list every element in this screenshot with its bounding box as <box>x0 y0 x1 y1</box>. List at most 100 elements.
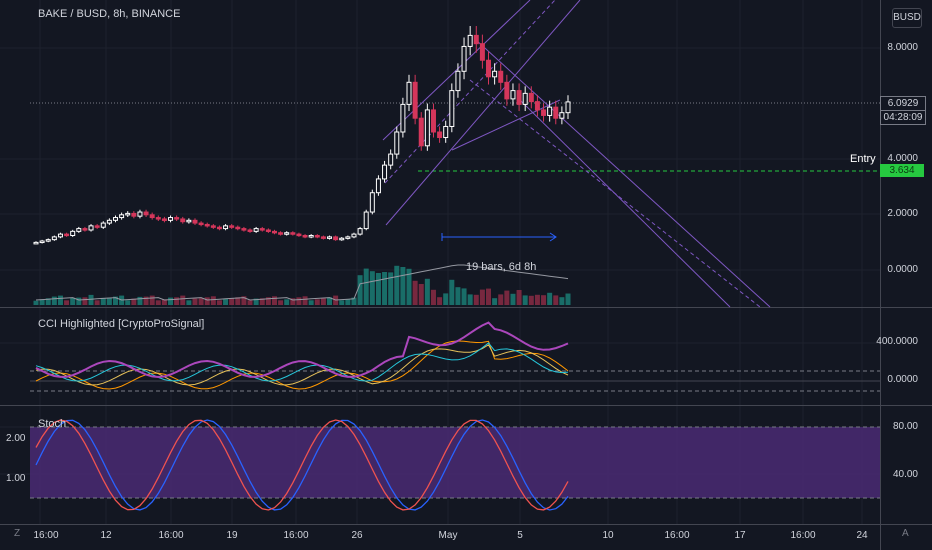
time-tick: 12 <box>100 530 112 541</box>
volume-bar <box>180 295 186 305</box>
time-tick: 5 <box>517 530 523 541</box>
cci-series <box>35 321 569 390</box>
auto-scale-button[interactable]: A <box>902 528 909 539</box>
candle-body <box>204 223 210 227</box>
volume-bar <box>94 300 100 305</box>
volume-bar <box>192 298 198 305</box>
volume-bar <box>284 299 290 305</box>
volume-bar <box>559 297 565 305</box>
candle-body <box>437 131 443 139</box>
volume-bar <box>516 290 522 305</box>
currency-button[interactable]: BUSD <box>892 8 922 28</box>
volume-bar <box>430 289 436 305</box>
cci-indicator-label[interactable]: CCI Highlighted [CryptoProSignal] <box>38 318 205 330</box>
candlestick-series <box>33 26 571 245</box>
candle-body <box>473 34 479 45</box>
price-tick: 0.0000 <box>887 264 918 275</box>
volume-bar <box>473 294 479 305</box>
zoom-button[interactable]: Z <box>14 528 21 539</box>
candle-body <box>64 233 70 237</box>
candle-body <box>192 219 198 224</box>
volume-bar <box>302 296 308 305</box>
price-tick: 4.0000 <box>887 153 918 164</box>
candle-body <box>345 236 351 239</box>
volume-bar <box>443 293 449 305</box>
candle-body <box>271 230 277 234</box>
volume-bar <box>486 288 492 305</box>
candle-body <box>186 219 192 223</box>
candle-body <box>382 164 388 180</box>
volume-bar <box>51 296 57 305</box>
volume-bar <box>394 265 400 305</box>
volume-bar <box>247 300 253 305</box>
channel-up <box>382 0 581 226</box>
volume-bar <box>504 290 510 305</box>
candle-body <box>235 226 241 230</box>
volume-bar <box>553 295 559 305</box>
candle-body <box>302 235 308 238</box>
candle-body <box>143 211 149 216</box>
candle-body <box>455 70 461 92</box>
candle-body <box>278 232 284 235</box>
time-tick: 19 <box>226 530 238 541</box>
volume-bar <box>339 300 345 305</box>
candle-body <box>137 211 143 217</box>
candle-body <box>412 81 418 119</box>
candle-body <box>174 217 180 220</box>
symbol-title[interactable]: BAKE / BUSD, 8h, BINANCE <box>38 8 181 20</box>
price-tick: 8.0000 <box>887 42 918 53</box>
candle-body <box>541 109 547 116</box>
candle-body <box>82 228 88 231</box>
volume-bar <box>271 296 277 305</box>
volume-bar <box>437 297 443 305</box>
volume-bar <box>45 298 51 305</box>
candle-body <box>265 229 271 232</box>
candle-body <box>424 109 430 147</box>
volume-bar <box>88 294 94 305</box>
candle-body <box>375 178 381 194</box>
candle-body <box>284 232 290 235</box>
candle-body <box>492 70 498 78</box>
price-tick: 2.0000 <box>887 208 918 219</box>
volume-bar <box>528 295 534 305</box>
candle-body <box>76 228 82 232</box>
volume-bar <box>308 300 314 305</box>
volume-bar <box>125 300 131 305</box>
volume-bar <box>290 298 296 305</box>
volume-bar <box>314 299 320 305</box>
candle-body <box>388 153 394 166</box>
candle-body <box>553 106 559 119</box>
volume-bar <box>161 299 167 305</box>
candle-body <box>253 228 259 232</box>
candle-body <box>449 90 455 127</box>
candle-body <box>320 236 326 239</box>
left-axis-tick: 1.00 <box>6 473 26 484</box>
time-tick: 16:00 <box>664 530 690 541</box>
candle-body <box>45 239 51 242</box>
volume-bar <box>39 299 45 305</box>
measure-tool[interactable] <box>441 232 557 242</box>
candle-body <box>510 90 516 100</box>
time-tick: May <box>438 530 458 541</box>
candle-body <box>479 43 485 61</box>
stoch-indicator-label[interactable]: Stoch <box>38 418 67 430</box>
candle-body <box>406 81 412 105</box>
candle-body <box>259 228 265 231</box>
volume-bar <box>400 267 406 305</box>
volume-bar <box>57 295 63 305</box>
candle-body <box>290 232 296 235</box>
volume-ma-line <box>35 264 569 301</box>
volume-bar <box>168 297 174 305</box>
candle-body <box>559 112 565 119</box>
candle-body <box>418 117 424 147</box>
volume-bar <box>492 298 498 305</box>
volume-bar <box>327 297 333 305</box>
stoch-tick: 80.00 <box>892 421 918 432</box>
volume-bar <box>112 296 118 305</box>
candle-body <box>216 226 222 230</box>
candle-body <box>565 101 571 114</box>
candle-body <box>247 229 253 232</box>
candle-body <box>241 228 247 231</box>
